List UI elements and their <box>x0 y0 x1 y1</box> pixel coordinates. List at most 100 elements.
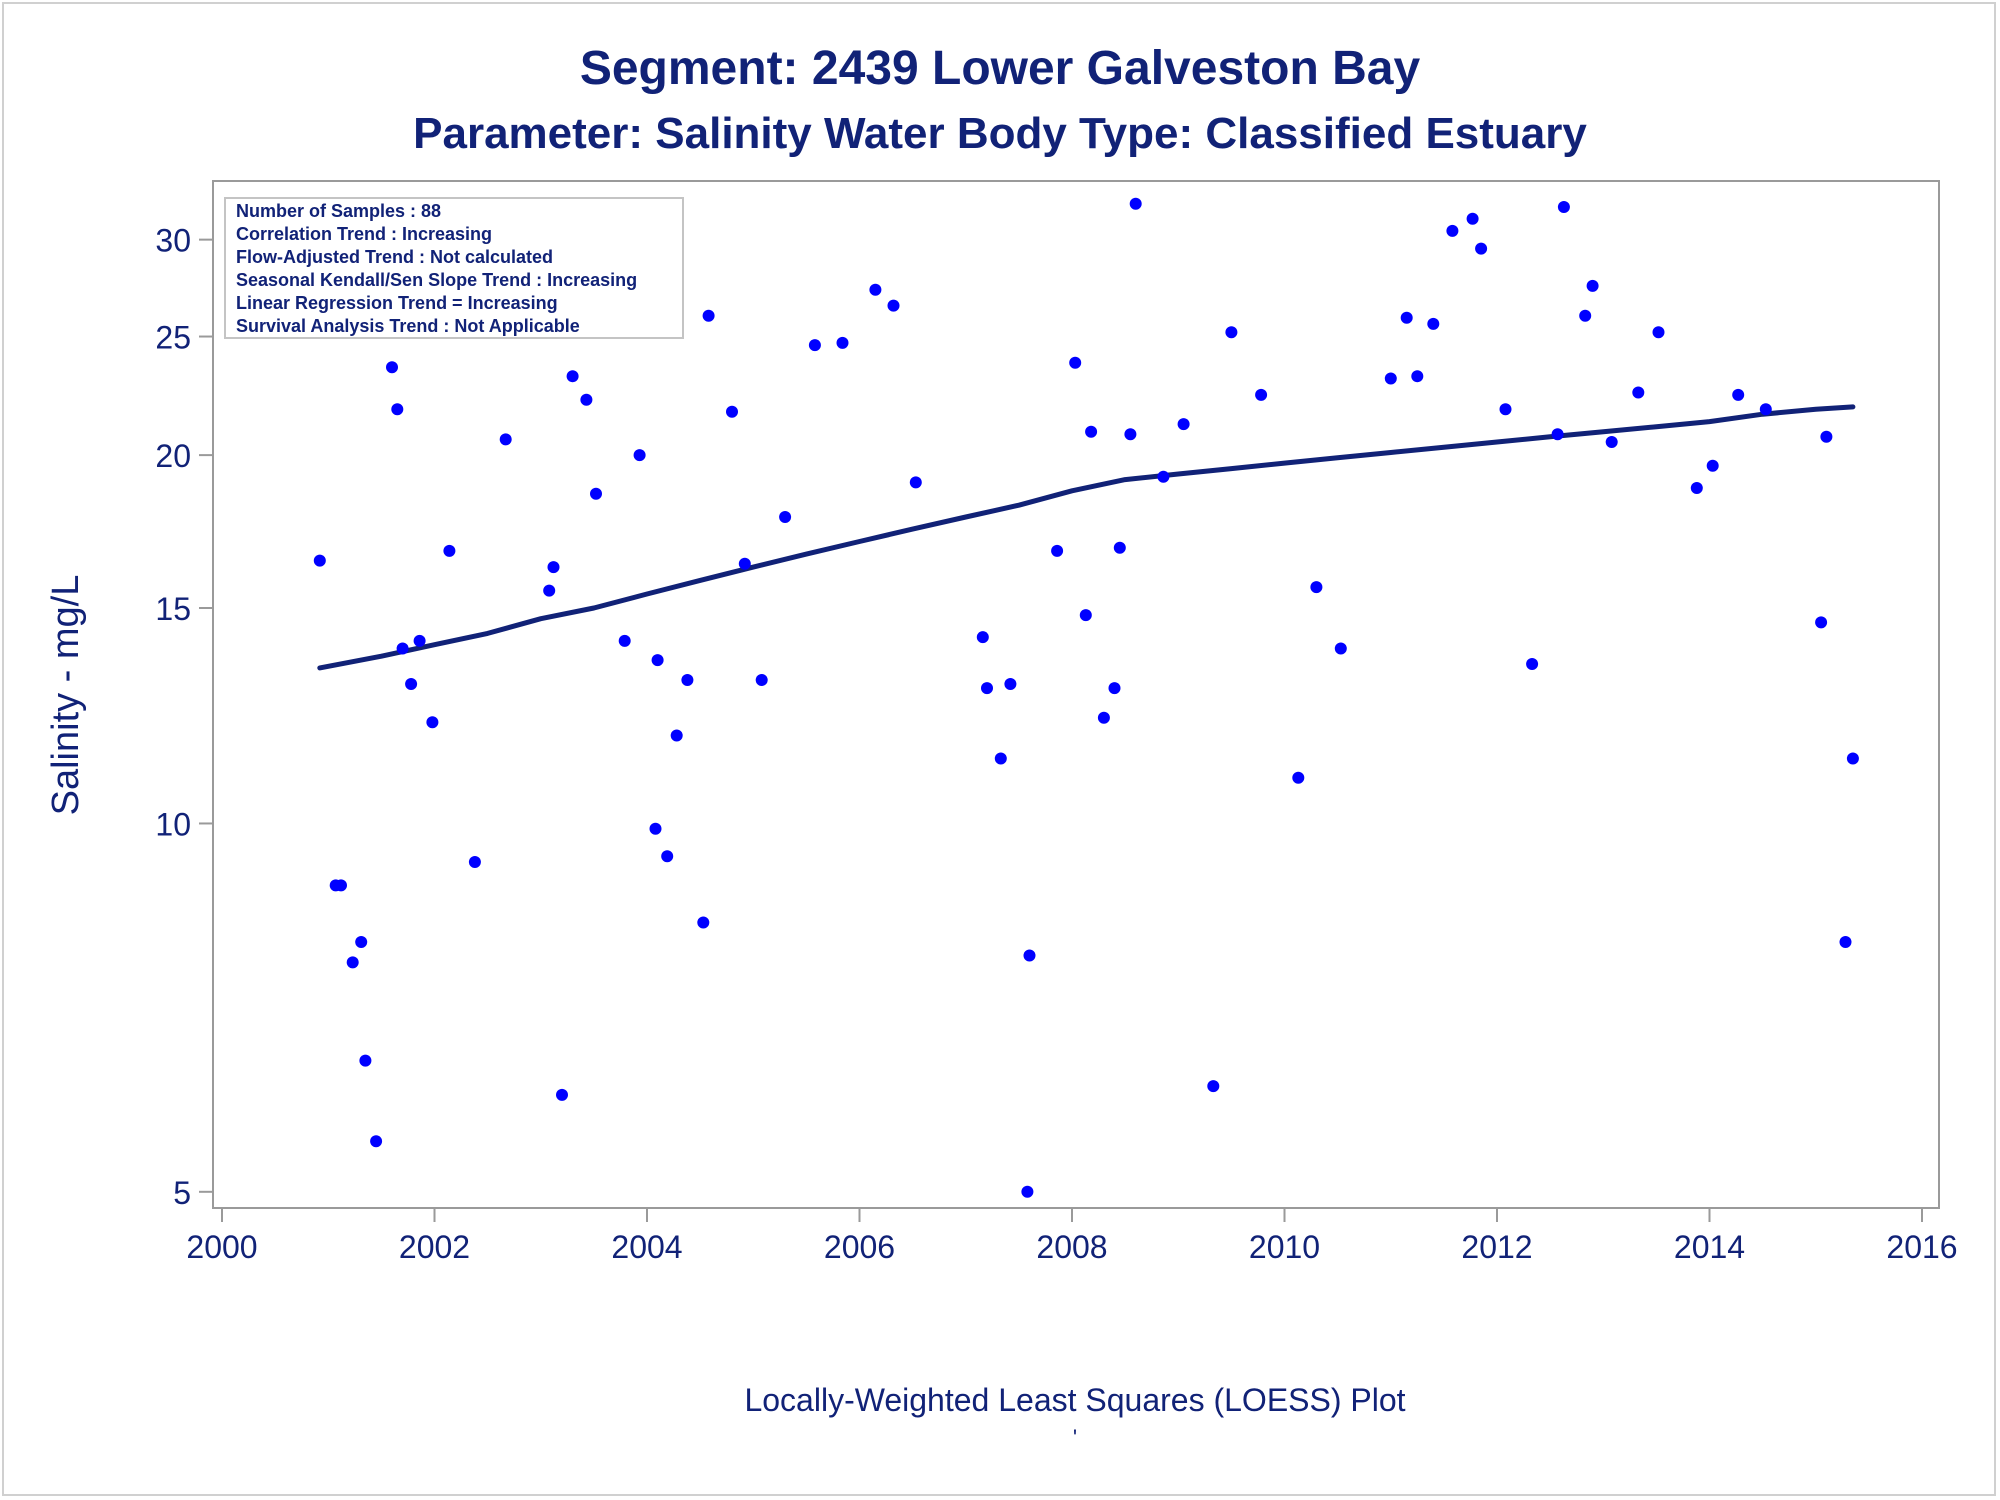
data-point <box>580 393 593 406</box>
stats-line-correlation: Correlation Trend : Increasing <box>236 224 492 244</box>
data-point <box>566 370 579 383</box>
data-point <box>443 544 456 557</box>
data-point <box>981 682 993 695</box>
data-point <box>1292 771 1305 784</box>
data-point <box>808 339 821 352</box>
data-point <box>836 336 849 349</box>
data-point <box>1255 388 1268 401</box>
data-point <box>468 856 481 868</box>
data-point <box>649 822 662 835</box>
data-point <box>702 309 715 322</box>
chart-subtitle: Parameter: Salinity Water Body Type: Cla… <box>413 109 1587 158</box>
data-point <box>909 476 922 489</box>
data-point <box>556 1088 568 1101</box>
data-point <box>355 936 368 948</box>
data-point <box>670 729 683 742</box>
data-point <box>1124 428 1137 441</box>
data-point <box>1097 711 1110 724</box>
data-point <box>547 561 560 574</box>
data-point <box>1310 581 1323 594</box>
data-point <box>1632 386 1645 399</box>
data-point <box>618 634 631 647</box>
stats-line-survival-analysis: Survival Analysis Trend : Not Applicable <box>236 316 580 336</box>
data-point <box>1557 201 1570 213</box>
data-point <box>313 554 326 567</box>
stats-line-flow-adjusted: Flow-Adjusted Trend : Not calculated <box>236 247 553 267</box>
data-point <box>1384 372 1397 385</box>
stats-box: Number of Samples : 88 Correlation Trend… <box>224 197 684 339</box>
data-point <box>1023 949 1036 962</box>
y-tick-label: 15 <box>155 591 191 627</box>
data-point <box>633 449 646 462</box>
stats-line-linear-regression: Linear Regression Trend = Increasing <box>236 293 558 313</box>
data-point <box>346 956 359 969</box>
data-point <box>1466 212 1479 225</box>
data-point <box>1475 242 1488 255</box>
data-point <box>1079 609 1092 622</box>
x-tick-label: 2000 <box>186 1229 257 1265</box>
data-point <box>543 584 556 597</box>
data-point <box>738 557 751 570</box>
data-point <box>1129 197 1142 210</box>
data-point <box>1499 403 1512 416</box>
data-point <box>1021 1185 1034 1198</box>
data-point <box>370 1135 383 1148</box>
y-axis: 5 10 15 20 25 30 <box>155 223 213 1211</box>
x-tick-label: 2008 <box>1036 1229 1107 1265</box>
data-point <box>651 654 664 667</box>
loess-curve <box>317 404 1856 671</box>
y-tick-label: 25 <box>155 320 191 356</box>
data-point <box>1605 436 1618 448</box>
x-axis: 2000 2002 2004 2006 2008 2010 2012 2014 2016 <box>186 1208 1958 1265</box>
chart-footnote: Locally-Weighted Least Squares (LOESS) P… <box>744 1382 1405 1418</box>
y-tick-label: 10 <box>155 806 191 842</box>
data-point <box>1732 388 1745 401</box>
data-point <box>697 916 710 929</box>
stats-line-samples: Number of Samples : 88 <box>236 201 441 221</box>
x-tick-label: 2002 <box>399 1229 470 1265</box>
x-tick-label: 2010 <box>1249 1229 1320 1265</box>
data-point <box>1815 616 1828 629</box>
data-point <box>405 678 418 690</box>
data-point <box>994 752 1007 765</box>
data-point <box>1551 428 1564 441</box>
data-point <box>359 1054 372 1067</box>
data-point <box>386 361 398 374</box>
y-tick-label: 20 <box>155 438 191 474</box>
data-point <box>1108 682 1121 695</box>
data-point <box>1085 425 1098 438</box>
data-point <box>887 299 900 312</box>
data-point <box>1839 936 1852 948</box>
stats-line-seasonal-kendall: Seasonal Kendall/Sen Slope Trend : Incre… <box>236 270 637 290</box>
y-axis-label: Salinity - mg/L <box>45 575 87 816</box>
data-point <box>1411 370 1424 383</box>
data-point <box>1579 309 1592 322</box>
x-tick-label: 2016 <box>1886 1229 1957 1265</box>
data-point <box>391 403 404 416</box>
data-point <box>755 674 768 686</box>
data-point <box>413 634 426 647</box>
data-point <box>1400 311 1413 324</box>
footnote-mark: ' <box>1073 1425 1077 1450</box>
data-point <box>779 511 792 523</box>
data-point <box>1759 403 1772 416</box>
data-point <box>726 405 738 418</box>
data-point <box>1207 1080 1220 1093</box>
data-point <box>1113 541 1126 554</box>
data-point <box>1334 642 1347 655</box>
x-tick-label: 2012 <box>1461 1229 1532 1265</box>
data-point <box>681 674 694 686</box>
data-point <box>1157 470 1170 483</box>
loess-curve-layer <box>317 404 1856 671</box>
data-point <box>1177 418 1190 431</box>
data-point <box>1004 678 1017 690</box>
y-tick-label: 5 <box>173 1175 191 1211</box>
data-point <box>1690 482 1703 494</box>
data-point <box>1427 317 1440 330</box>
x-tick-label: 2014 <box>1674 1229 1745 1265</box>
data-point <box>1846 752 1859 765</box>
data-point <box>590 487 602 500</box>
data-point <box>976 631 989 644</box>
plot-area-border <box>212 180 1940 1209</box>
